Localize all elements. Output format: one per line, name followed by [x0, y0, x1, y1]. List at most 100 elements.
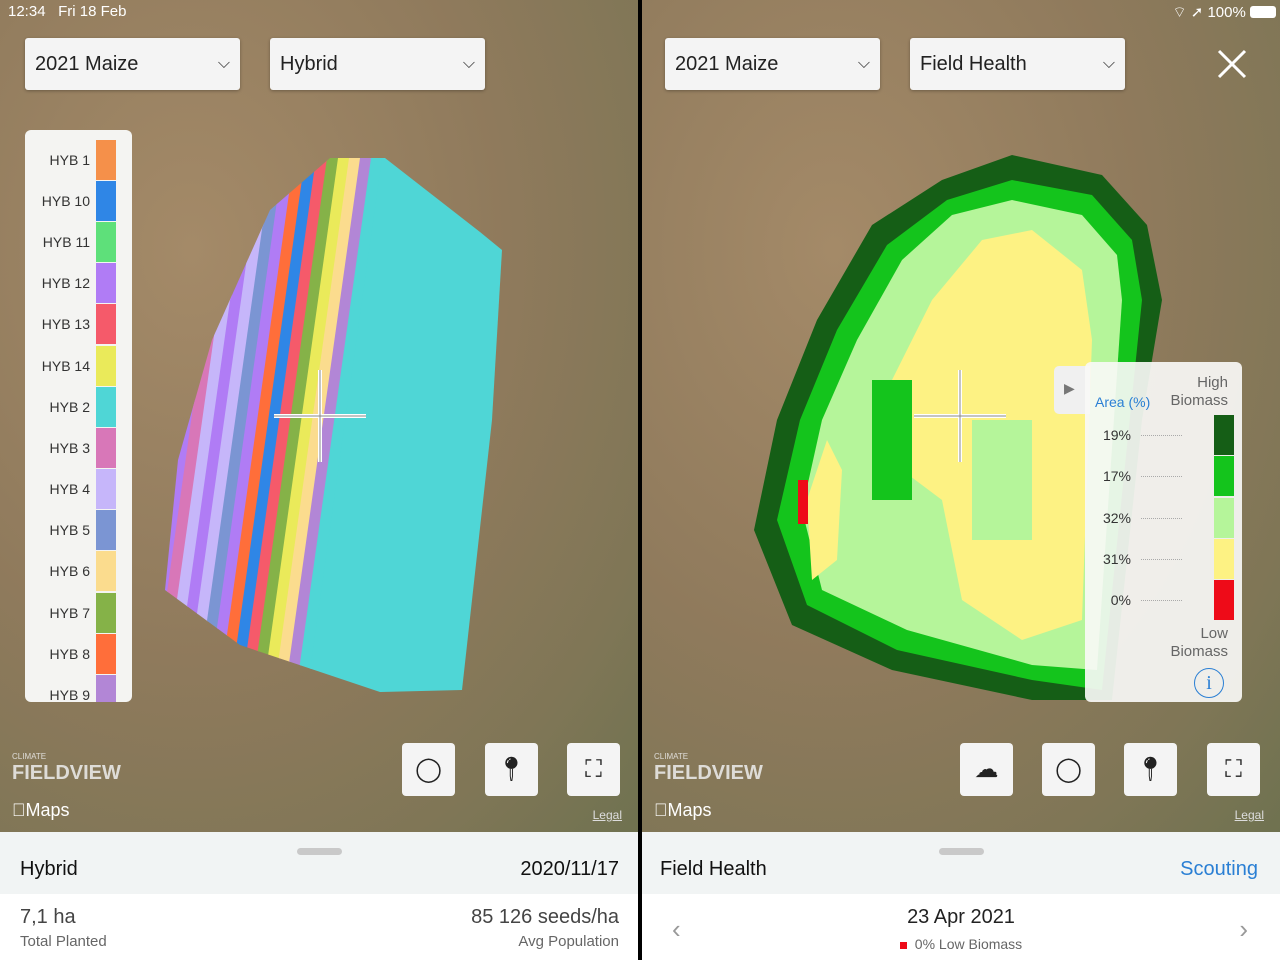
pin-button[interactable]: 📍︎ [485, 743, 538, 796]
hybrid-stripe [222, 158, 325, 692]
recenter-button[interactable]: ⛶ [567, 743, 620, 796]
legend-item: HYB 2 [25, 386, 132, 427]
legend-label: HYB 2 [49, 398, 90, 415]
legend-swatch [96, 633, 116, 674]
legend-swatch [96, 592, 116, 633]
high-patch [872, 380, 912, 500]
biomass-swatch [1214, 538, 1234, 579]
scouting-link[interactable]: Scouting [1180, 858, 1258, 880]
crosshair-icon [274, 370, 366, 462]
biomass-legend-row: 0% [1085, 580, 1242, 621]
legal-link[interactable]: Legal [1234, 808, 1264, 822]
hybrid-pane: 12:34 Fri 18 Feb 2021 Maize ⌵ Hybrid ⌵ HYB… [0, 0, 638, 960]
legend-item: HYB 1 [25, 139, 132, 180]
season-value: 2021 Maize [35, 52, 139, 75]
avg-population-value: 85 126 seeds/ha [471, 906, 619, 928]
avg-population-label: Avg Population [518, 933, 619, 950]
focus-frame-icon: ⛶ [585, 755, 602, 783]
legend-swatch [96, 675, 116, 702]
legend-label: HYB 4 [49, 481, 90, 498]
legend-swatch [96, 221, 116, 262]
fieldview-logo: CLIMATE FIELDVIEW [654, 752, 763, 784]
hybrid-stripe [189, 158, 292, 692]
layer-value: Hybrid [280, 52, 338, 75]
chevron-down-icon: ⌵ [462, 55, 475, 72]
total-planted-label: Total Planted [20, 933, 107, 950]
legend-item: HYB 9 [25, 674, 132, 702]
low-biomass-spot [798, 480, 808, 524]
legend-label: HYB 5 [49, 522, 90, 539]
planting-date: 2020/11/17 [520, 858, 619, 880]
legend-item: HYB 7 [25, 592, 132, 633]
previous-date-button[interactable]: ‹ [672, 914, 681, 944]
bottom-sheet[interactable]: Field Health Scouting ‹ › 23 Apr 2021 0%… [642, 832, 1280, 960]
status-battery: ⌔ ➚ 100% [1172, 3, 1276, 22]
legend-swatch [96, 304, 116, 345]
legend-label: HYB 11 [42, 233, 90, 250]
chevron-down-icon: ⌵ [1102, 55, 1115, 72]
biomass-swatch [1214, 580, 1234, 621]
legend-label: HYB 12 [41, 275, 90, 292]
biomass-swatch [1214, 415, 1234, 455]
area-percent: 32% [1102, 509, 1131, 526]
battery-icon [1250, 6, 1276, 18]
fieldview-logo: CLIMATE FIELDVIEW [12, 752, 121, 784]
biomass-swatch [1214, 456, 1234, 497]
cloud-button[interactable]: ☁ [960, 743, 1013, 796]
season-dropdown[interactable]: 2021 Maize ⌵ [665, 38, 880, 90]
low-biomass-summary: 0% Low Biomass [642, 936, 1280, 952]
biomass-swatch [1214, 497, 1234, 538]
close-icon[interactable] [1216, 48, 1248, 80]
legend-label: HYB 3 [49, 439, 90, 456]
total-planted-value: 7,1 ha [20, 906, 76, 928]
apple-icon:  [654, 800, 668, 820]
dotted-leader [1141, 517, 1182, 519]
season-dropdown[interactable]: 2021 Maize ⌵ [25, 38, 240, 90]
pin-button[interactable]: 📍︎ [1124, 743, 1177, 796]
area-percent: 31% [1102, 550, 1131, 567]
lasso-button[interactable]: ◯ [1042, 743, 1095, 796]
legal-link[interactable]: Legal [592, 808, 622, 822]
legend-swatch [96, 263, 116, 304]
triangle-right-icon: ▶ [1064, 380, 1075, 396]
area-percent: 17% [1102, 468, 1131, 485]
low-biomass-label: Low Biomass [1170, 625, 1228, 660]
legend-swatch [96, 180, 116, 221]
legend-item: HYB 11 [25, 221, 132, 262]
pin-icon: 📍︎ [1135, 756, 1166, 783]
hybrid-stripe [200, 158, 303, 692]
map-view[interactable] [0, 0, 638, 832]
biomass-legend-row: 31% [1085, 538, 1242, 580]
legend-swatch [96, 427, 116, 468]
legend-swatch [96, 139, 116, 180]
hybrid-legend[interactable]: HYB 1 HYB 10 HYB 11 HYB 12 HYB 13 HYB 14 HYB 2… [25, 130, 132, 702]
sheet-grabber[interactable] [939, 848, 984, 855]
next-date-button[interactable]: › [1239, 914, 1248, 944]
hybrid-stripe [266, 158, 369, 692]
recenter-button[interactable]: ⛶ [1207, 743, 1260, 796]
lasso-button[interactable]: ◯ [402, 743, 455, 796]
legend-label: HYB 1 [49, 151, 90, 168]
info-icon[interactable]: i [1194, 668, 1224, 698]
legend-label: HYB 10 [41, 192, 90, 209]
field-health-pane: ⌔ ➚ 100% 2021 Maize ⌵ Field Health ⌵ ▶ Are… [642, 0, 1280, 960]
legend-swatch [96, 345, 116, 386]
dotted-leader [1141, 600, 1182, 602]
hybrid-stripe [255, 158, 358, 692]
layer-dropdown[interactable]: Field Health ⌵ [910, 38, 1125, 90]
cloud-icon: ☁ [974, 756, 999, 783]
bottom-sheet[interactable]: Hybrid 2020/11/17 7,1 ha Total Planted 8… [0, 832, 638, 960]
legend-label: HYB 13 [41, 316, 90, 333]
hybrid-stripe [211, 158, 314, 692]
legend-swatch [96, 386, 116, 427]
legend-label: HYB 7 [49, 604, 90, 621]
chevron-down-icon: ⌵ [857, 55, 870, 72]
sheet-grabber[interactable] [297, 848, 342, 855]
status-time: 12:34 Fri 18 Feb [8, 3, 127, 20]
chevron-down-icon: ⌵ [217, 55, 230, 72]
legend-label: HYB 8 [49, 645, 90, 662]
biomass-legend-row: 32% [1085, 497, 1242, 539]
pin-icon: 📍︎ [496, 756, 527, 783]
collapse-legend-button[interactable]: ▶ [1054, 366, 1090, 414]
layer-dropdown[interactable]: Hybrid ⌵ [270, 38, 485, 90]
